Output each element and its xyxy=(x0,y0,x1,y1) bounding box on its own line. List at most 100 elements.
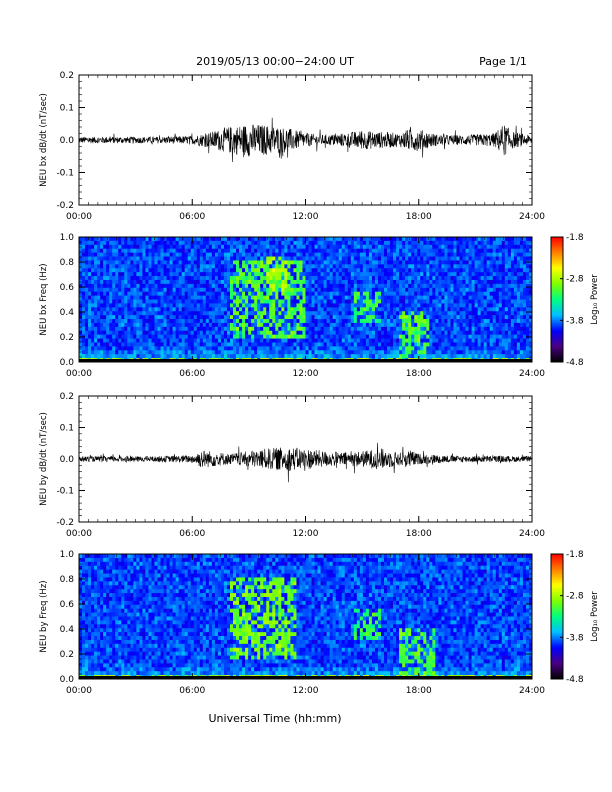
spectrogram-cell xyxy=(368,307,373,312)
spectrogram-cell xyxy=(504,268,509,273)
spectrogram-cell xyxy=(317,346,321,351)
spectrogram-cell xyxy=(350,311,355,316)
spectrogram-cell xyxy=(230,279,234,285)
spectrogram-cell xyxy=(85,322,89,328)
spectrogram-cell xyxy=(471,268,476,273)
spectrogram-cell xyxy=(112,260,116,265)
spectrogram-cell xyxy=(362,268,367,273)
spectrogram-cell xyxy=(417,283,421,289)
spectrogram-cell xyxy=(329,244,334,250)
spectrogram-cell xyxy=(257,334,261,339)
spectrogram-cell xyxy=(175,272,180,277)
spectrogram-cell xyxy=(272,272,276,277)
spectrogram-cell xyxy=(118,342,122,347)
spectrogram-cell xyxy=(335,346,340,351)
spectrogram-cell xyxy=(151,350,155,355)
spectrogram-cell xyxy=(326,350,331,355)
spectrogram-cell xyxy=(175,307,180,312)
spectrogram-cell xyxy=(347,311,352,316)
spectrogram-cell xyxy=(248,322,252,328)
spectrogram-cell xyxy=(112,240,116,246)
spectrogram-cell xyxy=(190,252,195,257)
spectrogram-cell xyxy=(317,319,321,324)
spectrogram-cell xyxy=(450,319,454,324)
spectrogram-cell xyxy=(220,330,225,336)
spectrogram-cell xyxy=(245,307,249,312)
spectrogram-cell xyxy=(468,303,472,308)
spectrogram-cell xyxy=(163,264,167,269)
spectrogram-cell xyxy=(284,287,288,293)
spectrogram-cell xyxy=(492,346,497,351)
spectrogram-cell xyxy=(139,268,143,273)
spectrogram-cell xyxy=(338,256,343,261)
spectrogram-cell xyxy=(353,240,358,246)
spectrogram-cell xyxy=(335,276,340,281)
spectrogram-cell xyxy=(290,322,294,328)
spectrogram-cell xyxy=(275,295,279,300)
spectrogram-cell xyxy=(257,346,261,351)
spectrogram-cell xyxy=(175,295,180,300)
spectrogram-cell xyxy=(109,322,113,328)
spectrogram-cell xyxy=(175,264,180,269)
spectrogram-cell xyxy=(97,330,101,336)
spectrogram-cell xyxy=(205,299,210,304)
spectrogram-cell xyxy=(492,326,497,332)
spectrogram-cell xyxy=(175,279,180,285)
spectrogram-cell xyxy=(109,252,113,257)
spectrogram-cell xyxy=(489,346,494,351)
spectrogram-cell xyxy=(492,319,497,324)
spectrogram-cell xyxy=(148,291,152,296)
spectrogram-cell xyxy=(193,338,198,343)
spectrogram-cell xyxy=(408,287,412,293)
spectrogram-cell xyxy=(489,322,494,328)
spectrogram-cell xyxy=(381,299,385,304)
spectrogram-cell xyxy=(94,268,98,273)
spectrogram-cell xyxy=(350,354,355,359)
spectrogram-cell xyxy=(226,260,231,265)
spectrogram-cell xyxy=(528,330,533,336)
spectrogram-cell xyxy=(187,322,192,328)
spectrogram-cell xyxy=(124,315,128,320)
spectrogram-cell xyxy=(435,334,439,339)
spectrogram-cell xyxy=(142,252,146,257)
spectrogram-cell xyxy=(387,272,391,277)
spectrogram-cell xyxy=(223,291,228,296)
spectrogram-cell xyxy=(501,276,506,281)
spectrogram-cell xyxy=(450,315,454,320)
spectrogram-cell xyxy=(254,303,258,308)
spectrogram-cell xyxy=(281,276,285,281)
spectrogram-cell xyxy=(296,303,300,308)
spectrogram-cell xyxy=(317,342,321,347)
spectrogram-cell xyxy=(290,260,294,265)
spectrogram-cell xyxy=(504,307,509,312)
spectrogram-cell xyxy=(308,272,312,277)
spectrogram-cell xyxy=(525,291,530,296)
spectrogram-cell xyxy=(281,244,285,250)
spectrogram-cell xyxy=(477,287,482,293)
spectrogram-cell xyxy=(447,322,451,328)
spectrogram-cell xyxy=(477,256,482,261)
spectrogram-cell xyxy=(387,260,391,265)
spectrogram-cell xyxy=(408,319,412,324)
spectrogram-cell xyxy=(393,330,397,336)
spectrogram-cell xyxy=(193,264,198,269)
spectrogram-cell xyxy=(127,283,131,289)
spectrogram-cell xyxy=(236,346,240,351)
spectrogram-cell xyxy=(193,334,198,339)
spectrogram-cell xyxy=(296,346,300,351)
spectrogram-cell xyxy=(314,268,318,273)
spectrogram-cell xyxy=(106,291,110,296)
spectrogram-cell xyxy=(263,268,267,273)
spectrogram-cell xyxy=(248,291,252,296)
spectrogram-cell xyxy=(157,291,161,296)
spectrogram-cell xyxy=(94,338,98,343)
spectrogram-cell xyxy=(474,326,479,332)
spectrogram-cell xyxy=(139,346,143,351)
spectrogram-cell xyxy=(178,303,183,308)
spectrogram-cell xyxy=(353,311,358,316)
spectrogram-cell xyxy=(516,350,521,355)
spectrogram-cell xyxy=(435,330,439,336)
spectrogram-cell xyxy=(501,240,506,246)
spectrogram-cell xyxy=(254,264,258,269)
spectrogram-cell xyxy=(175,342,180,347)
